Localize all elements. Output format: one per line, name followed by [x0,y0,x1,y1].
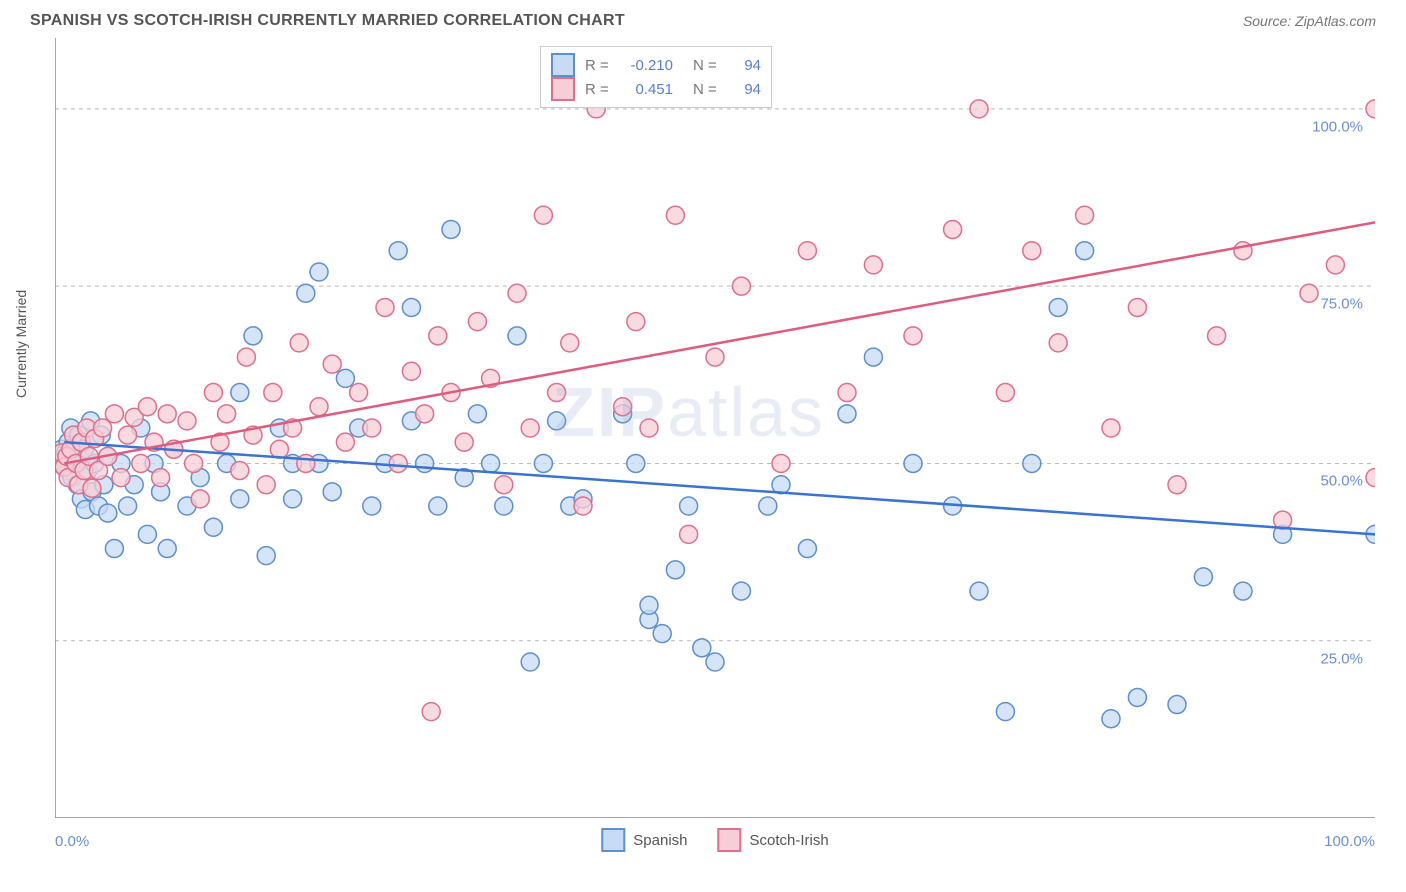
chart-area: Currently Married ZIPatlas R =-0.210N =9… [55,38,1375,818]
legend-item-spanish: Spanish [601,828,687,852]
swatch-spanish [601,828,625,852]
y-tick-label: 75.0% [1320,296,1363,313]
y-tick-label: 100.0% [1312,118,1363,135]
scatter-plot-svg [55,38,1375,818]
legend-item-scotch-irish: Scotch-Irish [718,828,829,852]
chart-title: SPANISH VS SCOTCH-IRISH CURRENTLY MARRIE… [30,12,625,30]
stats-legend-row: R =0.451N =94 [551,77,761,101]
x-tick-label: 100.0% [1324,833,1375,850]
y-tick-label: 50.0% [1320,473,1363,490]
swatch-icon [551,53,575,77]
y-axis-label: Currently Married [13,290,29,398]
stats-legend: R =-0.210N =94R =0.451N =94 [540,46,772,108]
y-tick-label: 25.0% [1320,650,1363,667]
bottom-legend: Spanish Scotch-Irish [601,828,828,852]
swatch-scotch-irish [718,828,742,852]
swatch-icon [551,77,575,101]
source-attribution: Source: ZipAtlas.com [1243,13,1376,29]
stats-legend-row: R =-0.210N =94 [551,53,761,77]
x-tick-label: 0.0% [55,833,89,850]
